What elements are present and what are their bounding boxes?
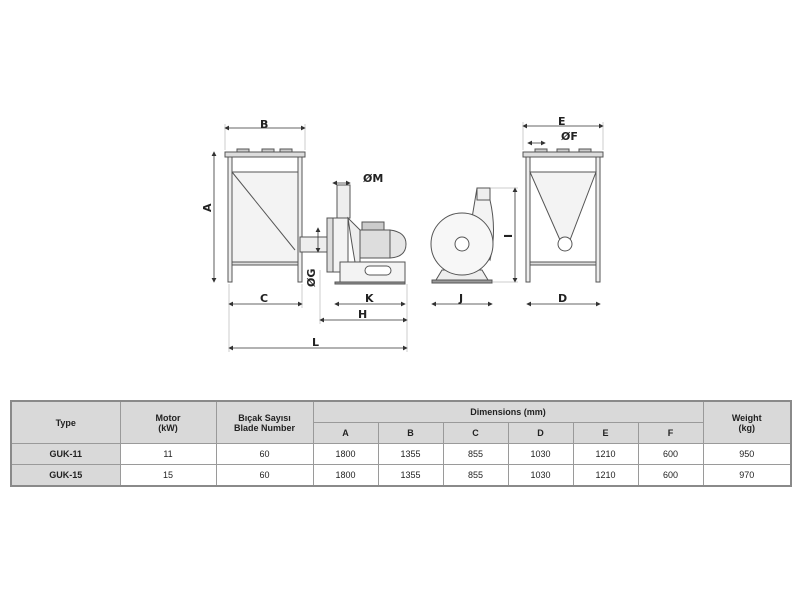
cell-dim-a: 1800 [312, 464, 379, 487]
header-dim-d: D [507, 422, 574, 444]
header-type: Type [10, 400, 121, 444]
specification-table: Type Motor (kW) Bıçak Sayısı Blade Number … [10, 400, 793, 487]
cell-blade: 60 [215, 464, 314, 487]
cell-motor: 15 [119, 464, 217, 487]
label-l: L [312, 336, 319, 349]
cell-dim-f: 600 [637, 464, 704, 487]
cell-dim-b: 1355 [377, 443, 444, 465]
header-dim-b: B [377, 422, 444, 444]
label-h: H [358, 308, 367, 321]
header-weight: Weight (kg) [702, 400, 792, 444]
cell-motor: 11 [119, 443, 217, 465]
cell-dim-d: 1030 [507, 464, 574, 487]
header-dim-f: F [637, 422, 704, 444]
label-e: E [558, 115, 566, 128]
dimension-lines [211, 122, 604, 352]
cell-dim-e: 1210 [572, 464, 639, 487]
fan-front-view [430, 187, 494, 284]
label-f: ØF [561, 130, 578, 143]
dimension-labels: B E ØF A C K H L J D I ØM ØG [201, 115, 578, 349]
table-row: GUK-15 15 60 1800 1355 855 1030 1210 600… [10, 464, 792, 487]
label-i: I [502, 234, 515, 238]
technical-drawing: B E ØF A C K H L J D I ØM ØG [201, 115, 604, 352]
cell-dim-b: 1355 [377, 464, 444, 487]
cell-type: GUK-15 [10, 464, 121, 487]
label-k: K [365, 292, 374, 305]
header-dim-a: A [312, 422, 379, 444]
hopper-front-view [522, 148, 604, 283]
label-d: D [558, 292, 567, 305]
cell-type: GUK-11 [10, 443, 121, 465]
cell-dim-d: 1030 [507, 443, 574, 465]
label-b: B [260, 118, 268, 131]
cell-dim-c: 855 [442, 443, 509, 465]
cell-dim-c: 855 [442, 464, 509, 487]
cell-blade: 60 [215, 443, 314, 465]
label-g: ØG [305, 269, 318, 287]
header-dimensions: Dimensions (mm) [312, 400, 704, 423]
table-row: GUK-11 11 60 1800 1355 855 1030 1210 600… [10, 443, 792, 465]
label-c: C [260, 292, 268, 305]
hopper-side-view [224, 148, 331, 283]
cell-weight: 950 [702, 443, 792, 465]
cell-weight: 970 [702, 464, 792, 487]
cell-dim-a: 1800 [312, 443, 379, 465]
label-m: ØM [363, 172, 383, 185]
label-a: A [201, 203, 214, 212]
header-dim-e: E [572, 422, 639, 444]
label-j: J [458, 292, 463, 305]
header-motor: Motor (kW) [119, 400, 217, 444]
cell-dim-f: 600 [637, 443, 704, 465]
header-row: Type Motor (kW) Bıçak Sayısı Blade Number … [10, 400, 792, 444]
fan-side-view [326, 184, 407, 285]
cell-dim-e: 1210 [572, 443, 639, 465]
header-blade: Bıçak Sayısı Blade Number [215, 400, 314, 444]
header-dim-c: C [442, 422, 509, 444]
